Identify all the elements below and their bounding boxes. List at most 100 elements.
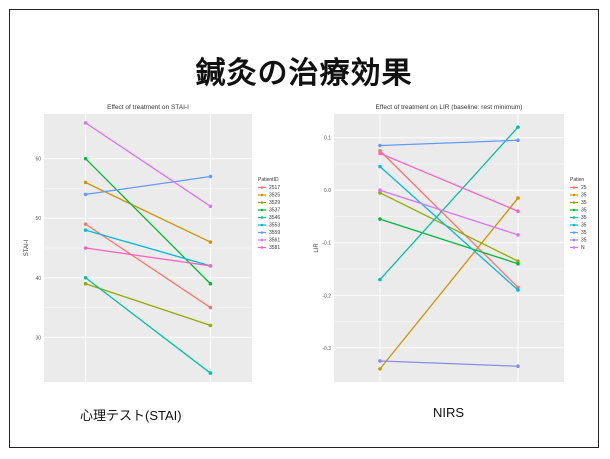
stai-series-line xyxy=(85,229,211,267)
caption-stai: 心理テスト(STAI) xyxy=(80,408,182,423)
stai-legend-label: 3561 xyxy=(269,238,280,244)
stai-point xyxy=(83,228,88,232)
lir-point xyxy=(516,285,520,290)
lir-series-line xyxy=(379,166,519,291)
lir-point xyxy=(516,209,520,214)
stai-legend-label: 3525 xyxy=(269,193,280,199)
lir-legend-key-point xyxy=(572,201,576,204)
lir-ytick-label: 0.0 xyxy=(324,188,331,194)
stai-ytick-label: 30 xyxy=(35,335,41,341)
lir-legend-key-point xyxy=(572,231,576,234)
slide-title: 鍼灸の治療効果 xyxy=(195,56,413,91)
lir-point xyxy=(516,288,520,292)
stai-point xyxy=(208,305,213,310)
stai-series-line xyxy=(85,277,211,374)
lir-legend-label: 35 xyxy=(581,193,587,199)
lir-series-line xyxy=(379,192,519,262)
lir-legend-label: 35 xyxy=(581,223,587,229)
stai-legend-label: 3537 xyxy=(269,208,280,214)
stai-point xyxy=(83,180,88,185)
lir-series-line xyxy=(379,150,519,288)
stai-legend-label: 3529 xyxy=(269,200,280,206)
lir-series-line xyxy=(379,218,519,265)
lir-point xyxy=(516,259,520,263)
stai-series-line xyxy=(85,247,211,267)
stai-legend-title: PatientID xyxy=(258,177,279,183)
lir-legend-key-point xyxy=(572,238,576,242)
lir-legend-label: N xyxy=(581,245,585,251)
stai-point xyxy=(83,192,88,197)
lir-series-line xyxy=(379,139,519,147)
lir-point xyxy=(378,217,382,221)
stai-point xyxy=(208,240,213,244)
stai-legend-key-point xyxy=(260,186,264,189)
lir-legend-key-point xyxy=(572,208,576,212)
stai-legend-label: 3546 xyxy=(269,215,280,221)
stai-legend-key-point xyxy=(260,246,264,249)
stai-ylabel: STAI-I xyxy=(24,239,30,256)
lir-series-line xyxy=(379,126,519,280)
lir-series-line xyxy=(379,189,519,236)
lir-legend-title: Patien xyxy=(570,177,584,183)
lir-point xyxy=(516,233,520,237)
lir-point xyxy=(516,261,520,266)
lir-point xyxy=(516,196,520,200)
stai-point xyxy=(83,275,88,280)
stai-point xyxy=(208,323,213,328)
stai-series-line xyxy=(85,175,211,196)
lir-legend-label: 35 xyxy=(581,238,587,244)
lir-legend-label: 35 xyxy=(581,200,587,206)
stai-legend-key-point xyxy=(260,238,264,242)
stai-legend-label: 3581 xyxy=(269,245,280,251)
stai-point xyxy=(83,121,88,125)
stai-ytick-label: 50 xyxy=(35,216,41,222)
lir-point xyxy=(378,359,382,363)
lir-point xyxy=(378,151,382,156)
lir-legend-key-point xyxy=(572,186,576,189)
stai-point xyxy=(83,222,88,226)
stai-legend-key-point xyxy=(260,223,264,227)
lir-legend-key-point xyxy=(572,216,576,219)
lir-point xyxy=(378,164,382,169)
stai-ytick-label: 40 xyxy=(35,276,41,282)
lir-point xyxy=(378,191,382,195)
lir-title: Effect of treatment on LIR (baseline: re… xyxy=(376,104,523,111)
stai-series-line xyxy=(85,122,211,207)
stai-legend-key-point xyxy=(260,208,264,212)
lir-point xyxy=(378,188,382,192)
lir-point xyxy=(516,125,520,129)
lir-ytick-label: -0.2 xyxy=(322,293,331,299)
lir-point xyxy=(516,364,520,369)
stai-chart: Effect of treatment on STAI-I30405060pre… xyxy=(24,104,280,382)
stai-point xyxy=(83,246,88,250)
stai-series-line xyxy=(85,223,211,309)
stai-legend-key-point xyxy=(260,201,264,204)
lir-ytick-label: -0.1 xyxy=(322,241,331,247)
lir-ylabel: LIR xyxy=(314,243,320,253)
lir-legend-label: 35 xyxy=(581,208,587,214)
lir-chart: Effect of treatment on LIR (baseline: re… xyxy=(314,104,587,382)
stai-series-line xyxy=(85,181,211,243)
lir-legend-key-point xyxy=(572,223,576,227)
stai-legend-label: 3553 xyxy=(269,223,280,229)
stai-legend-label: 2517 xyxy=(269,185,280,191)
lir-point xyxy=(516,138,520,143)
lir-ytick-label: -0.3 xyxy=(322,346,331,352)
lir-point xyxy=(378,367,382,371)
stai-series-line xyxy=(85,283,211,327)
lir-legend-label: 35 xyxy=(581,230,587,236)
lir-series-line xyxy=(379,197,519,370)
lir-point xyxy=(378,277,382,282)
stai-legend-key-point xyxy=(260,193,264,197)
stai-legend-key-point xyxy=(260,231,264,234)
stai-point xyxy=(83,281,88,286)
lir-legend-key-point xyxy=(572,246,576,249)
lir-series-line xyxy=(379,360,519,367)
lir-point xyxy=(378,148,382,153)
stai-point xyxy=(208,281,213,286)
stai-point xyxy=(83,156,88,161)
lir-legend-label: 35 xyxy=(581,215,587,221)
stai-ytick-label: 60 xyxy=(35,157,41,163)
stai-legend-label: 3559 xyxy=(269,230,280,236)
lir-series-line xyxy=(379,152,519,212)
